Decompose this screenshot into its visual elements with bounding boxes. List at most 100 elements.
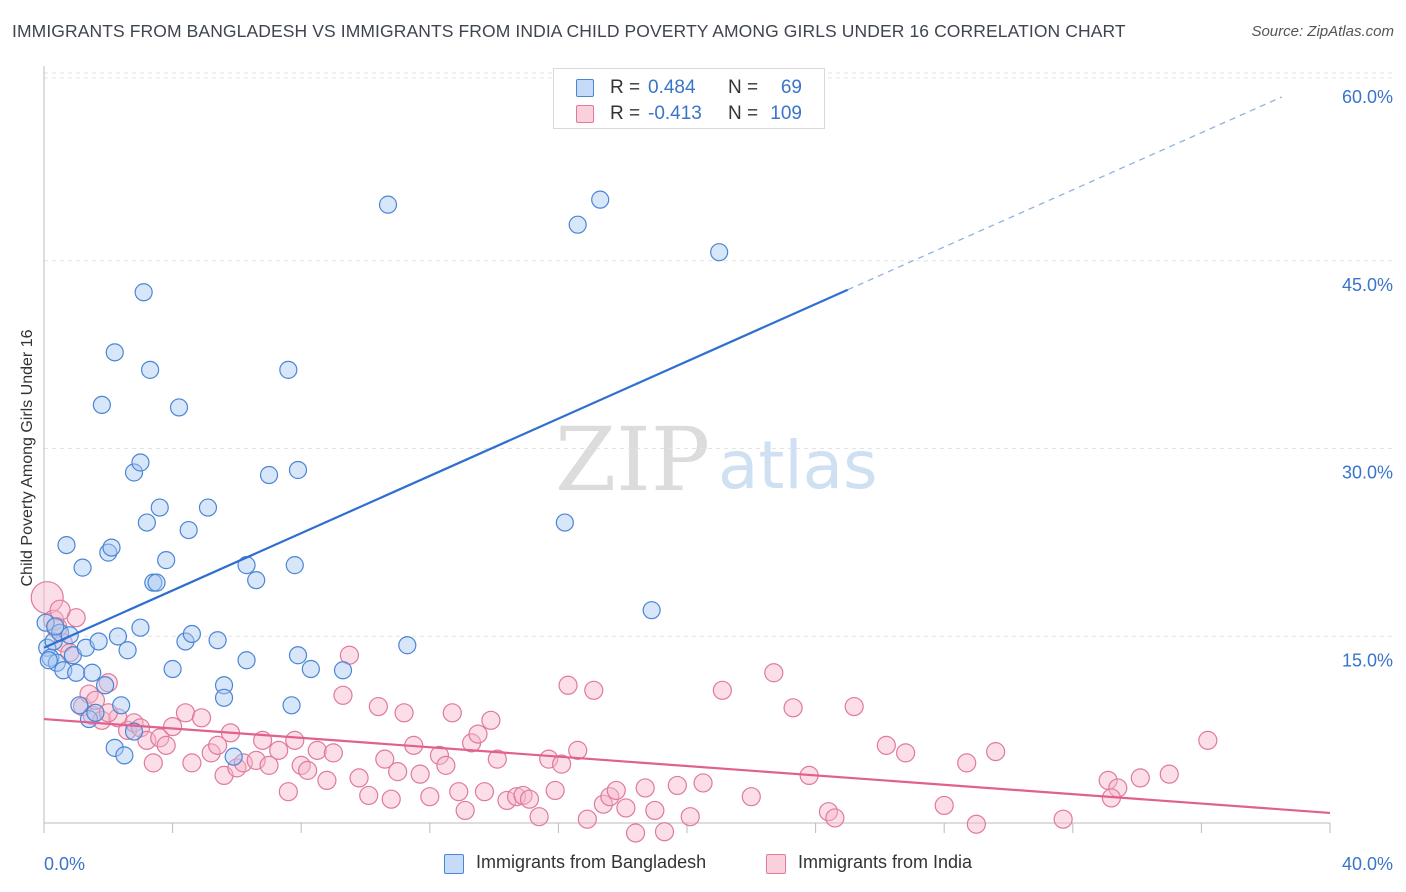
x-tick-label: 40.0%	[1342, 854, 1393, 874]
bangladesh-point	[301, 659, 320, 679]
bangladesh-point	[39, 651, 58, 670]
india-point	[269, 740, 289, 760]
india-point	[1053, 809, 1073, 829]
india-point	[645, 800, 665, 821]
india-point	[429, 745, 450, 765]
bangladesh-point	[140, 360, 160, 379]
india-point	[410, 764, 430, 784]
bangladesh-point	[124, 463, 144, 482]
bangladesh-point	[105, 343, 124, 362]
bangladesh-point	[115, 746, 134, 765]
india-point	[317, 770, 337, 791]
bangladesh-point	[46, 617, 65, 636]
bangladesh-point	[259, 465, 279, 485]
india-point	[156, 735, 176, 755]
bangladesh-swatch	[444, 854, 464, 874]
india-point	[693, 773, 713, 793]
bangladesh-point	[150, 498, 169, 517]
bangladesh-point	[247, 571, 266, 590]
india-point	[487, 749, 507, 769]
india-point	[49, 599, 71, 621]
india-point	[208, 735, 228, 755]
bangladesh-point	[102, 538, 121, 557]
india-point	[783, 698, 803, 718]
bangladesh-point	[555, 513, 574, 532]
bangladesh-point	[279, 360, 298, 379]
bangladesh-trend-extension	[847, 96, 1283, 291]
india-point	[667, 775, 687, 796]
india-point	[896, 743, 916, 763]
india-trend-line	[43, 717, 1331, 815]
bangladesh-point	[198, 498, 218, 517]
india-point	[680, 807, 700, 827]
bangladesh-point	[182, 624, 201, 644]
correlation-legend: R = 0.484 N = 69 R = -0.413 N = 109	[553, 68, 825, 129]
india-point	[616, 798, 636, 818]
bangladesh-point	[131, 618, 150, 637]
india-point	[712, 680, 732, 700]
bangladesh-point	[105, 738, 124, 757]
india-point	[259, 755, 279, 775]
y-tick-label: 60.0%	[1342, 87, 1393, 107]
y-tick-label: 45.0%	[1342, 275, 1393, 295]
y-tick-label: 15.0%	[1342, 650, 1393, 670]
bangladesh-point	[36, 613, 55, 632]
india-point	[474, 782, 495, 802]
india-point	[545, 780, 565, 801]
india-point	[1198, 730, 1218, 750]
india-point	[388, 762, 408, 782]
india-point	[844, 696, 864, 717]
bangladesh-point	[224, 747, 243, 766]
india-point	[307, 740, 327, 760]
india-point	[30, 581, 64, 615]
india-point	[934, 795, 954, 816]
india-point	[957, 753, 977, 773]
bangladesh-point	[108, 627, 128, 646]
bangladesh-point	[92, 395, 111, 415]
bangladesh-point	[134, 283, 153, 302]
n-value: 109	[770, 103, 802, 124]
r-label: R =	[610, 77, 641, 98]
watermark-zip: ZIP	[555, 408, 710, 511]
india-point	[635, 778, 655, 798]
bangladesh-point	[86, 703, 105, 722]
bangladesh-point	[378, 195, 398, 214]
bangladesh-point	[176, 632, 195, 651]
bangladesh-point	[99, 543, 118, 562]
india-point	[227, 758, 247, 778]
india-point	[529, 807, 549, 827]
bangladesh-point	[70, 696, 89, 715]
india-point	[359, 785, 379, 806]
bangladesh-point	[710, 243, 729, 262]
india-point	[163, 716, 183, 737]
india-point	[764, 663, 784, 683]
source-label: Source: ZipAtlas.com	[1251, 23, 1394, 40]
bangladesh-point	[89, 632, 108, 651]
india-point	[606, 780, 626, 801]
india-point	[298, 760, 318, 780]
india-point	[519, 789, 540, 809]
india-point	[481, 710, 501, 730]
bangladesh-point	[131, 453, 150, 472]
bangladesh-point	[333, 661, 353, 680]
india-point	[625, 823, 646, 843]
bangladesh-point	[169, 398, 189, 417]
india-point	[278, 782, 298, 802]
india-point	[741, 787, 761, 807]
india-point	[201, 743, 221, 763]
bangladesh-point	[642, 601, 661, 620]
bangladesh-point	[147, 573, 166, 592]
bangladesh-point	[398, 636, 417, 655]
india-point	[381, 789, 401, 809]
india-point	[455, 800, 475, 821]
bangladesh-point	[137, 513, 156, 532]
r-label: R =	[610, 103, 641, 124]
bangladesh-point	[282, 696, 301, 715]
india-swatch	[766, 854, 786, 874]
r-value: -0.413	[648, 103, 702, 124]
india-point	[449, 782, 469, 802]
india-point	[986, 742, 1006, 762]
n-label: N =	[728, 103, 759, 124]
india-point	[285, 730, 305, 750]
